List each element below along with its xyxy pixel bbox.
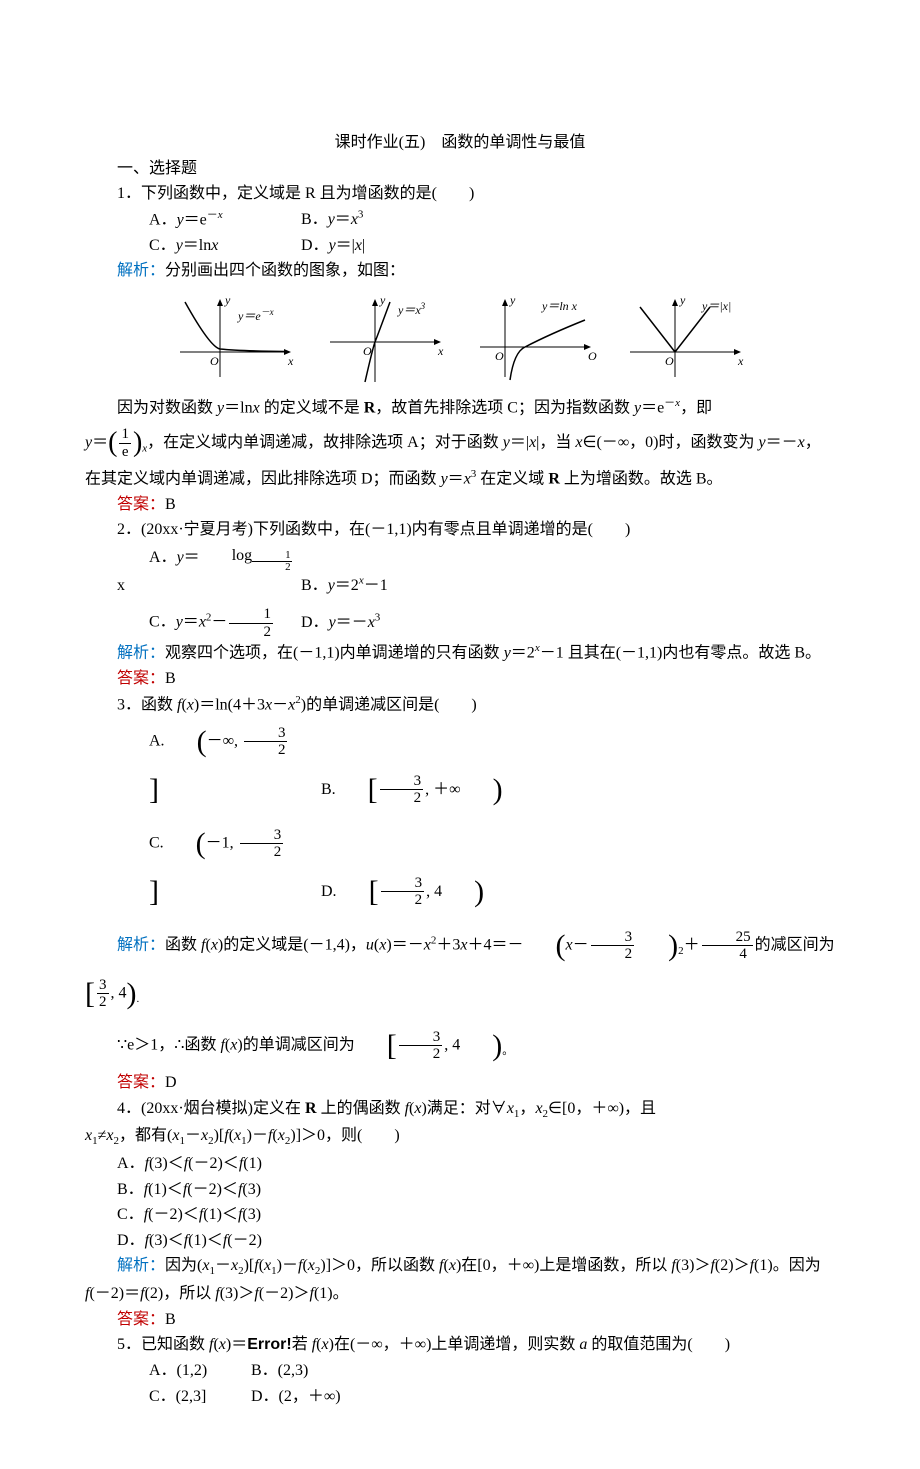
q5-opt-b: B．(2,3) — [251, 1362, 308, 1379]
answer-value: D — [165, 1074, 177, 1091]
answer-value: B — [165, 670, 176, 687]
page-title: 课时作业(五) 函数的单调性与最值 — [85, 130, 835, 156]
svg-text:y＝ln x: y＝ln x — [541, 299, 578, 313]
answer-label: 答案： — [117, 1311, 165, 1328]
analysis-label: 解析： — [117, 262, 165, 279]
q1-analysis-intro: 解析：分别画出四个函数的图象，如图： — [85, 258, 835, 284]
q2-opt-d: D．y＝－x3 — [301, 614, 380, 631]
svg-text:x: x — [287, 354, 294, 368]
q1-answer: 答案：B — [85, 492, 835, 518]
answer-label: 答案： — [117, 496, 165, 513]
svg-text:y＝|x|: y＝|x| — [701, 299, 731, 313]
q2-prompt: 2．(20xx·宁夏月考)下列函数中，在(－1,1)内有零点且单调递增的是( ) — [85, 517, 835, 543]
graph-exp-neg: y x O y＝e－x — [170, 292, 300, 387]
analysis-label: 解析： — [117, 937, 165, 954]
q3-answer: 答案：D — [85, 1070, 835, 1096]
q4-opt-d: D．f(3)＜f(1)＜f(－2) — [85, 1228, 835, 1254]
q4-answer: 答案：B — [85, 1307, 835, 1333]
svg-text:y: y — [679, 293, 686, 307]
q1-analysis-body: 因为对数函数 y＝lnx 的定义域不是 R，故首先排除选项 C；因为指数函数 y… — [85, 395, 835, 421]
q1-options-row2: C．y＝lnx D．y＝|x| — [85, 233, 835, 259]
q1-opt-d: D．y＝|x| — [301, 237, 365, 254]
svg-text:O: O — [210, 354, 219, 368]
svg-text:y: y — [509, 293, 516, 307]
q1-text: 1．下列函数中，定义域是 R 且为增函数的是( ) — [117, 185, 474, 202]
q1-options-row1: A．y＝e－x B．y＝x3 — [85, 207, 835, 233]
answer-value: B — [165, 496, 176, 513]
svg-text:y＝x3: y＝x3 — [397, 301, 426, 317]
q1-opt-a: A．y＝e－x — [117, 207, 297, 233]
svg-text:O: O — [495, 349, 504, 363]
q3-prompt: 3．函数 f(x)＝ln(4＋3x－x2)的单调递减区间是( ) — [85, 692, 835, 718]
svg-text:O: O — [588, 349, 597, 363]
q3-conclusion: ∵e＞1，∴函数 f(x)的单调减区间为[32, 4)。 — [85, 1022, 835, 1070]
analysis-label: 解析： — [117, 1257, 165, 1274]
q3-opt-d: D.[32, 4) — [321, 883, 484, 900]
svg-text:y: y — [224, 293, 231, 307]
q4-opt-a: A．f(3)＜f(－2)＜f(1) — [85, 1151, 835, 1177]
q4-prompt-line2: x1≠x2，都有(x1－x2)[f(x1)－f(x2)]＞0，则( ) — [85, 1123, 835, 1151]
q2-analysis: 解析：观察四个选项，在(－1,1)内单调递增的只有函数 y＝2x－1 且其在(－… — [85, 640, 835, 666]
q3-opt-a: A.(－∞, 32] — [117, 718, 317, 814]
q2-opt-c: C．y＝x2－12 — [117, 606, 297, 640]
answer-value: B — [165, 1311, 176, 1328]
q5-opt-a: A．(1,2) — [117, 1358, 247, 1384]
q1-analysis-body2: y＝(1e)x，在定义域内单调递减，故排除选项 A；对于函数 y＝|x|，当 x… — [85, 421, 835, 492]
q3-analysis-interval: [32, 4). — [85, 970, 835, 1018]
q1-opt-c: C．y＝lnx — [117, 233, 297, 259]
q4-opt-c: C．f(－2)＜f(1)＜f(3) — [85, 1202, 835, 1228]
q3-options-row2: C.(－1, 32] D.[32, 4) — [85, 820, 835, 916]
graph-cubic: y x O y＝x3 — [320, 292, 450, 387]
q3-opt-b: B.[32, ＋∞) — [321, 781, 503, 798]
graphs-container: y x O y＝e－x y x O y＝x3 y O O y＝ln x y x … — [85, 292, 835, 387]
answer-label: 答案： — [117, 670, 165, 687]
q2-opt-b: B．y＝2x－1 — [301, 577, 388, 594]
q5-options-row2: C．(2,3] D．(2，＋∞) — [85, 1384, 835, 1410]
svg-text:y＝e－x: y＝e－x — [237, 307, 274, 323]
error-text: Error! — [247, 1336, 291, 1353]
section-heading: 一、选择题 — [85, 156, 835, 182]
q4-opt-b: B．f(1)＜f(－2)＜f(3) — [85, 1177, 835, 1203]
graph-abs: y x O y＝|x| — [620, 292, 750, 387]
q4-analysis: 解析：因为(x1－x2)[f(x1)－f(x2)]＞0，所以函数 f(x)在[0… — [85, 1253, 835, 1306]
svg-text:O: O — [363, 344, 372, 358]
svg-text:x: x — [737, 354, 744, 368]
q1-analysis-text: 分别画出四个函数的图象，如图： — [165, 262, 405, 279]
q3-opt-c: C.(－1, 32] — [117, 820, 317, 916]
q3-options-row1: A.(－∞, 32] B.[32, ＋∞) — [85, 718, 835, 814]
q3-analysis: 解析：函数 f(x)的定义域是(－1,4)，u(x)＝－x2＋3x＋4＝－(x－… — [85, 922, 835, 970]
analysis-label: 解析： — [117, 645, 165, 662]
q5-prompt: 5．已知函数 f(x)＝Error!若 f(x)在(－∞，＋∞)上单调递增，则实… — [85, 1332, 835, 1358]
q1-opt-b: B．y＝x3 — [301, 211, 363, 228]
q1-prompt: 1．下列函数中，定义域是 R 且为增函数的是( ) — [85, 181, 835, 207]
graph-ln: y O O y＝ln x — [470, 292, 600, 387]
q2-opt-a: A．y＝log12x — [117, 543, 297, 599]
answer-label: 答案： — [117, 1074, 165, 1091]
svg-text:O: O — [665, 354, 674, 368]
q2-answer: 答案：B — [85, 666, 835, 692]
svg-text:x: x — [437, 344, 444, 358]
q5-options-row1: A．(1,2) B．(2,3) — [85, 1358, 835, 1384]
q5-opt-c: C．(2,3] — [117, 1384, 247, 1410]
svg-text:y: y — [379, 293, 386, 307]
q2-options-row1: A．y＝log12x B．y＝2x－1 — [85, 543, 835, 599]
q2-options-row2: C．y＝x2－12 D．y＝－x3 — [85, 606, 835, 640]
q4-prompt-line1: 4．(20xx·烟台模拟)定义在 R 上的偶函数 f(x)满足：对∀x1，x2∈… — [85, 1096, 835, 1124]
q5-opt-d: D．(2，＋∞) — [251, 1388, 341, 1405]
